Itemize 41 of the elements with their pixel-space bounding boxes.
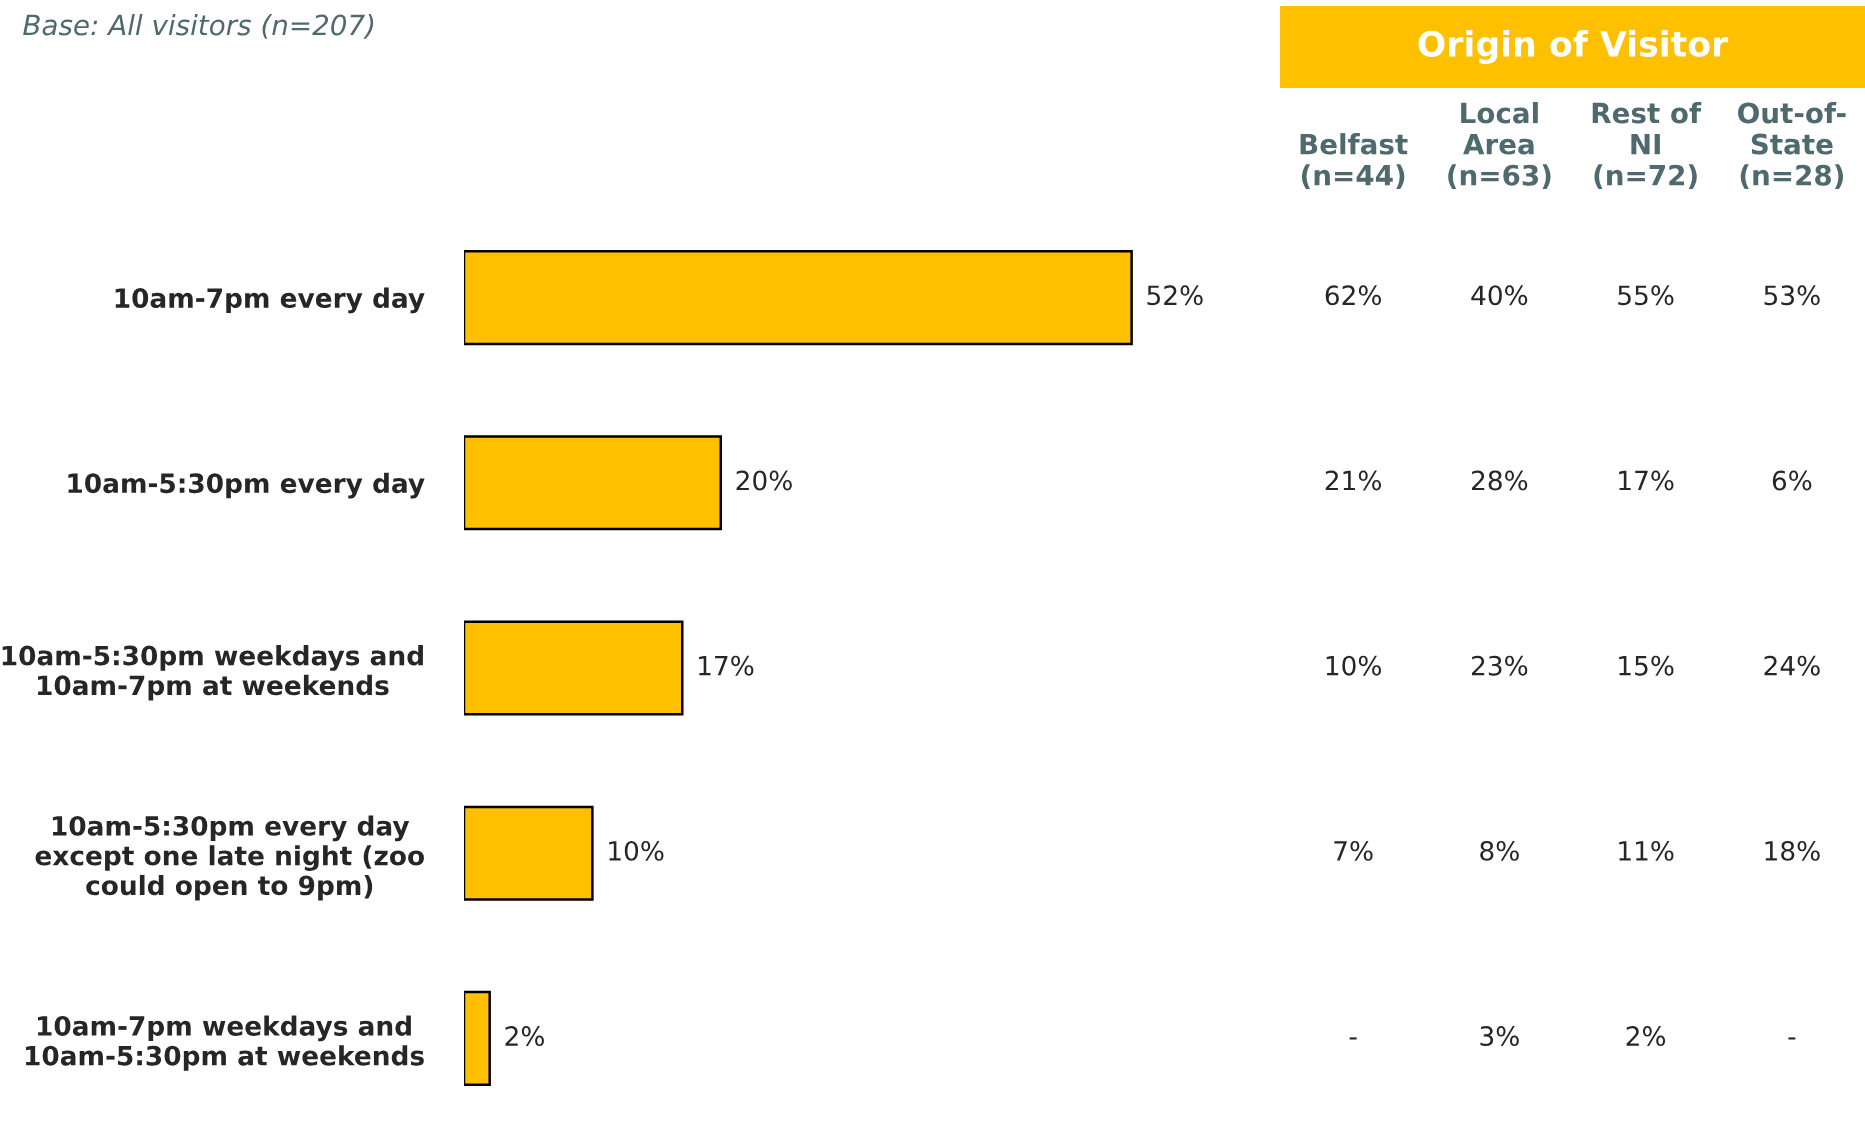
text: 21% — [1325, 470, 1381, 491]
category-label: Out-of- State (n=28) — [1738, 102, 1846, 189]
text: 7% — [1334, 840, 1373, 861]
bar — [464, 250, 1133, 346]
text: 8% — [1480, 840, 1519, 861]
text: 6% — [1772, 470, 1812, 491]
text: 23% — [1471, 655, 1528, 676]
text: 15% — [1619, 655, 1674, 676]
text: 53% — [1764, 285, 1820, 306]
y-tick-label: 10am-5:30pm every day except one late night (zoo could open to 9pm) — [35, 815, 424, 901]
text: 11% — [1619, 840, 1674, 861]
text: 40% — [1471, 285, 1528, 306]
bar — [464, 435, 723, 531]
data-label: 20% — [736, 470, 792, 491]
data-label: 52% — [1147, 285, 1203, 306]
bar — [464, 620, 684, 716]
text: 18% — [1765, 840, 1820, 861]
text: Base: All visitors (n=207) — [23, 14, 374, 39]
y-tick-label: 10am-7pm weekdays and 10am-5:30pm at weekends — [25, 1015, 424, 1071]
y-tick-label: 10am-7pm every day — [115, 287, 425, 314]
y-tick-label: 10am-5:30pm every day — [68, 472, 425, 499]
text: 24% — [1764, 655, 1820, 676]
text: 3% — [1480, 1026, 1519, 1047]
bar — [464, 805, 594, 901]
data-label: 10% — [609, 840, 664, 861]
text: 17% — [1619, 470, 1674, 491]
text: 55% — [1618, 285, 1674, 306]
data-label: 17% — [699, 655, 754, 676]
text: 2% — [1626, 1026, 1666, 1047]
category-label: Belfast (n=44) — [1300, 133, 1408, 189]
text: 28% — [1471, 470, 1528, 491]
text: Origin of Visitor — [1418, 30, 1729, 64]
data-label: 2% — [505, 1026, 544, 1047]
text: - — [1349, 1037, 1357, 1040]
category-label: Local Area (n=63) — [1448, 102, 1551, 189]
text: - — [1788, 1037, 1796, 1040]
y-tick-label: 10am-5:30pm weekdays and 10am-7pm at weekends — [2, 645, 423, 701]
text: 62% — [1325, 285, 1381, 306]
bar — [464, 990, 491, 1086]
text: 10% — [1326, 655, 1381, 676]
category-label: Rest of NI (n=72) — [1592, 102, 1702, 189]
